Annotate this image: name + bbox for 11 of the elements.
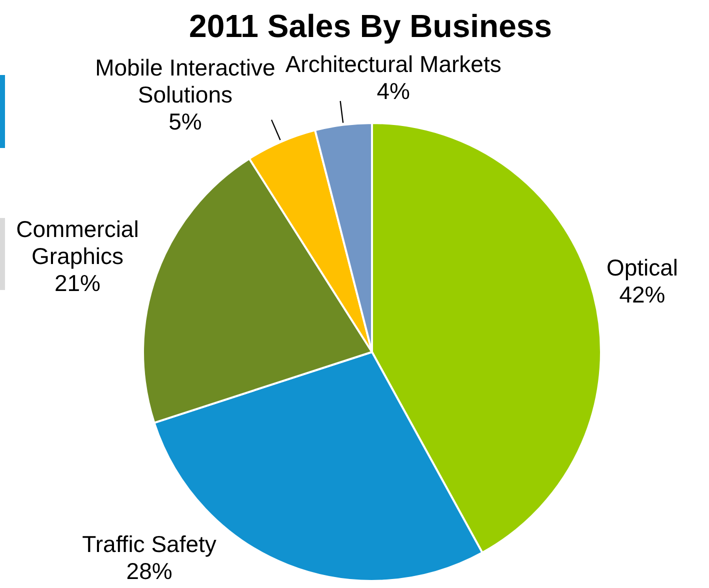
data-label: 4% [376, 78, 410, 104]
data-label: 42% [619, 281, 666, 308]
data-label: 21% [54, 270, 101, 296]
data-label: 28% [126, 558, 172, 584]
slice-label: Traffic Safety [82, 530, 217, 557]
slice-label: Mobile Interactive Solutions [95, 54, 276, 108]
data-label: 5% [168, 108, 202, 134]
slice-label: Commercial Graphics [16, 216, 139, 269]
slice-label: Architectural Markets [285, 50, 502, 77]
chart-title: 2011 Sales By Business [189, 8, 552, 44]
slice-label: Optical [606, 254, 678, 280]
